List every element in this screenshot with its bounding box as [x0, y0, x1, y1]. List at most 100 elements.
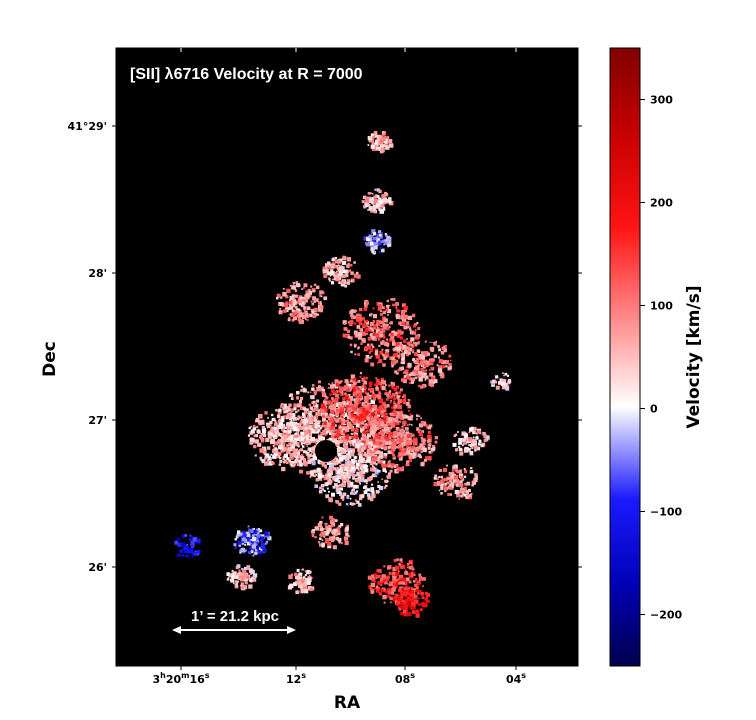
emission-pixel [299, 406, 304, 411]
emission-pixel [289, 434, 293, 438]
emission-pixel [472, 436, 475, 439]
emission-pixel [371, 490, 375, 494]
emission-pixel [289, 313, 292, 316]
emission-pixel [357, 459, 361, 463]
emission-pixel [394, 593, 399, 598]
emission-pixel [385, 389, 387, 392]
emission-pixel [304, 311, 307, 314]
emission-pixel [422, 447, 427, 452]
emission-pixel [343, 327, 347, 331]
emission-pixel [336, 266, 340, 270]
emission-pixel [376, 469, 380, 472]
emission-pixel [286, 288, 291, 293]
emission-pixel [276, 424, 280, 428]
emission-pixel [321, 542, 325, 546]
emission-pixel [383, 209, 386, 211]
emission-pixel [303, 299, 305, 301]
emission-pixel [335, 529, 338, 532]
emission-pixel [469, 469, 474, 474]
emission-pixel [447, 493, 451, 496]
emission-pixel [390, 406, 394, 409]
emission-pixel [365, 407, 370, 412]
emission-pixel [311, 430, 315, 434]
emission-pixel [377, 200, 381, 204]
emission-pixel [338, 402, 342, 406]
emission-pixel [469, 445, 472, 448]
emission-pixel [361, 440, 365, 444]
emission-pixel [349, 452, 355, 457]
emission-pixel [416, 429, 418, 432]
emission-pixel [311, 401, 315, 404]
emission-pixel [364, 196, 366, 199]
emission-pixel [361, 387, 366, 392]
emission-pixel [405, 371, 408, 375]
emission-pixel [337, 476, 340, 479]
emission-pixel [407, 600, 412, 605]
emission-pixel [185, 546, 187, 548]
emission-pixel [369, 421, 374, 426]
y-tick-label: 26' [88, 561, 107, 574]
emission-pixel [365, 488, 368, 492]
emission-pixel [285, 432, 288, 435]
emission-pixel [316, 386, 321, 392]
emission-pixel [314, 535, 317, 539]
emission-pixel [327, 532, 330, 534]
emission-pixel [450, 482, 455, 486]
emission-pixel [310, 300, 313, 303]
emission-pixel [317, 428, 321, 432]
emission-pixel [390, 423, 396, 428]
emission-pixel [328, 437, 333, 442]
emission-pixel [383, 404, 388, 408]
emission-pixel [433, 481, 438, 487]
emission-pixel [387, 242, 392, 247]
emission-pixel [295, 294, 298, 297]
emission-pixel [431, 358, 435, 362]
emission-pixel [289, 583, 294, 588]
emission-pixel [387, 463, 392, 468]
emission-pixel [345, 421, 348, 424]
emission-pixel [437, 356, 440, 359]
emission-pixel [267, 536, 272, 541]
emission-pixel [253, 434, 257, 438]
emission-pixel [364, 358, 369, 363]
emission-pixel [269, 432, 273, 437]
emission-pixel [278, 310, 283, 315]
emission-pixel [306, 422, 310, 426]
emission-pixel [370, 417, 376, 422]
emission-pixel [386, 299, 389, 303]
emission-pixel [397, 595, 402, 600]
emission-pixel [458, 440, 463, 445]
emission-pixel [397, 454, 401, 458]
emission-pixel [319, 294, 322, 297]
emission-pixel [345, 478, 350, 482]
emission-pixel [311, 447, 315, 451]
emission-pixel [330, 388, 334, 392]
emission-pixel [349, 264, 353, 267]
emission-pixel [399, 594, 402, 597]
emission-pixel [383, 486, 387, 489]
emission-pixel [418, 428, 421, 432]
emission-pixel [365, 242, 370, 247]
emission-pixel [373, 432, 377, 435]
emission-pixel [407, 594, 410, 598]
emission-pixel [315, 420, 321, 425]
emission-pixel [302, 415, 305, 418]
emission-pixel [335, 487, 340, 492]
emission-pixel [358, 412, 361, 415]
emission-pixel [306, 437, 310, 441]
emission-pixel [470, 443, 474, 447]
emission-pixel [431, 445, 436, 449]
emission-pixel [239, 551, 242, 554]
emission-pixel [302, 450, 306, 454]
emission-pixel [343, 322, 346, 325]
emission-pixel [390, 298, 393, 301]
emission-pixel [340, 475, 344, 479]
emission-pixel [352, 432, 355, 435]
emission-pixel [387, 314, 389, 316]
emission-pixel [401, 321, 405, 326]
emission-pixel [341, 498, 345, 501]
emission-pixel [380, 232, 383, 235]
emission-pixel [417, 453, 421, 457]
emission-pixel [299, 448, 302, 452]
emission-pixel [283, 447, 287, 451]
